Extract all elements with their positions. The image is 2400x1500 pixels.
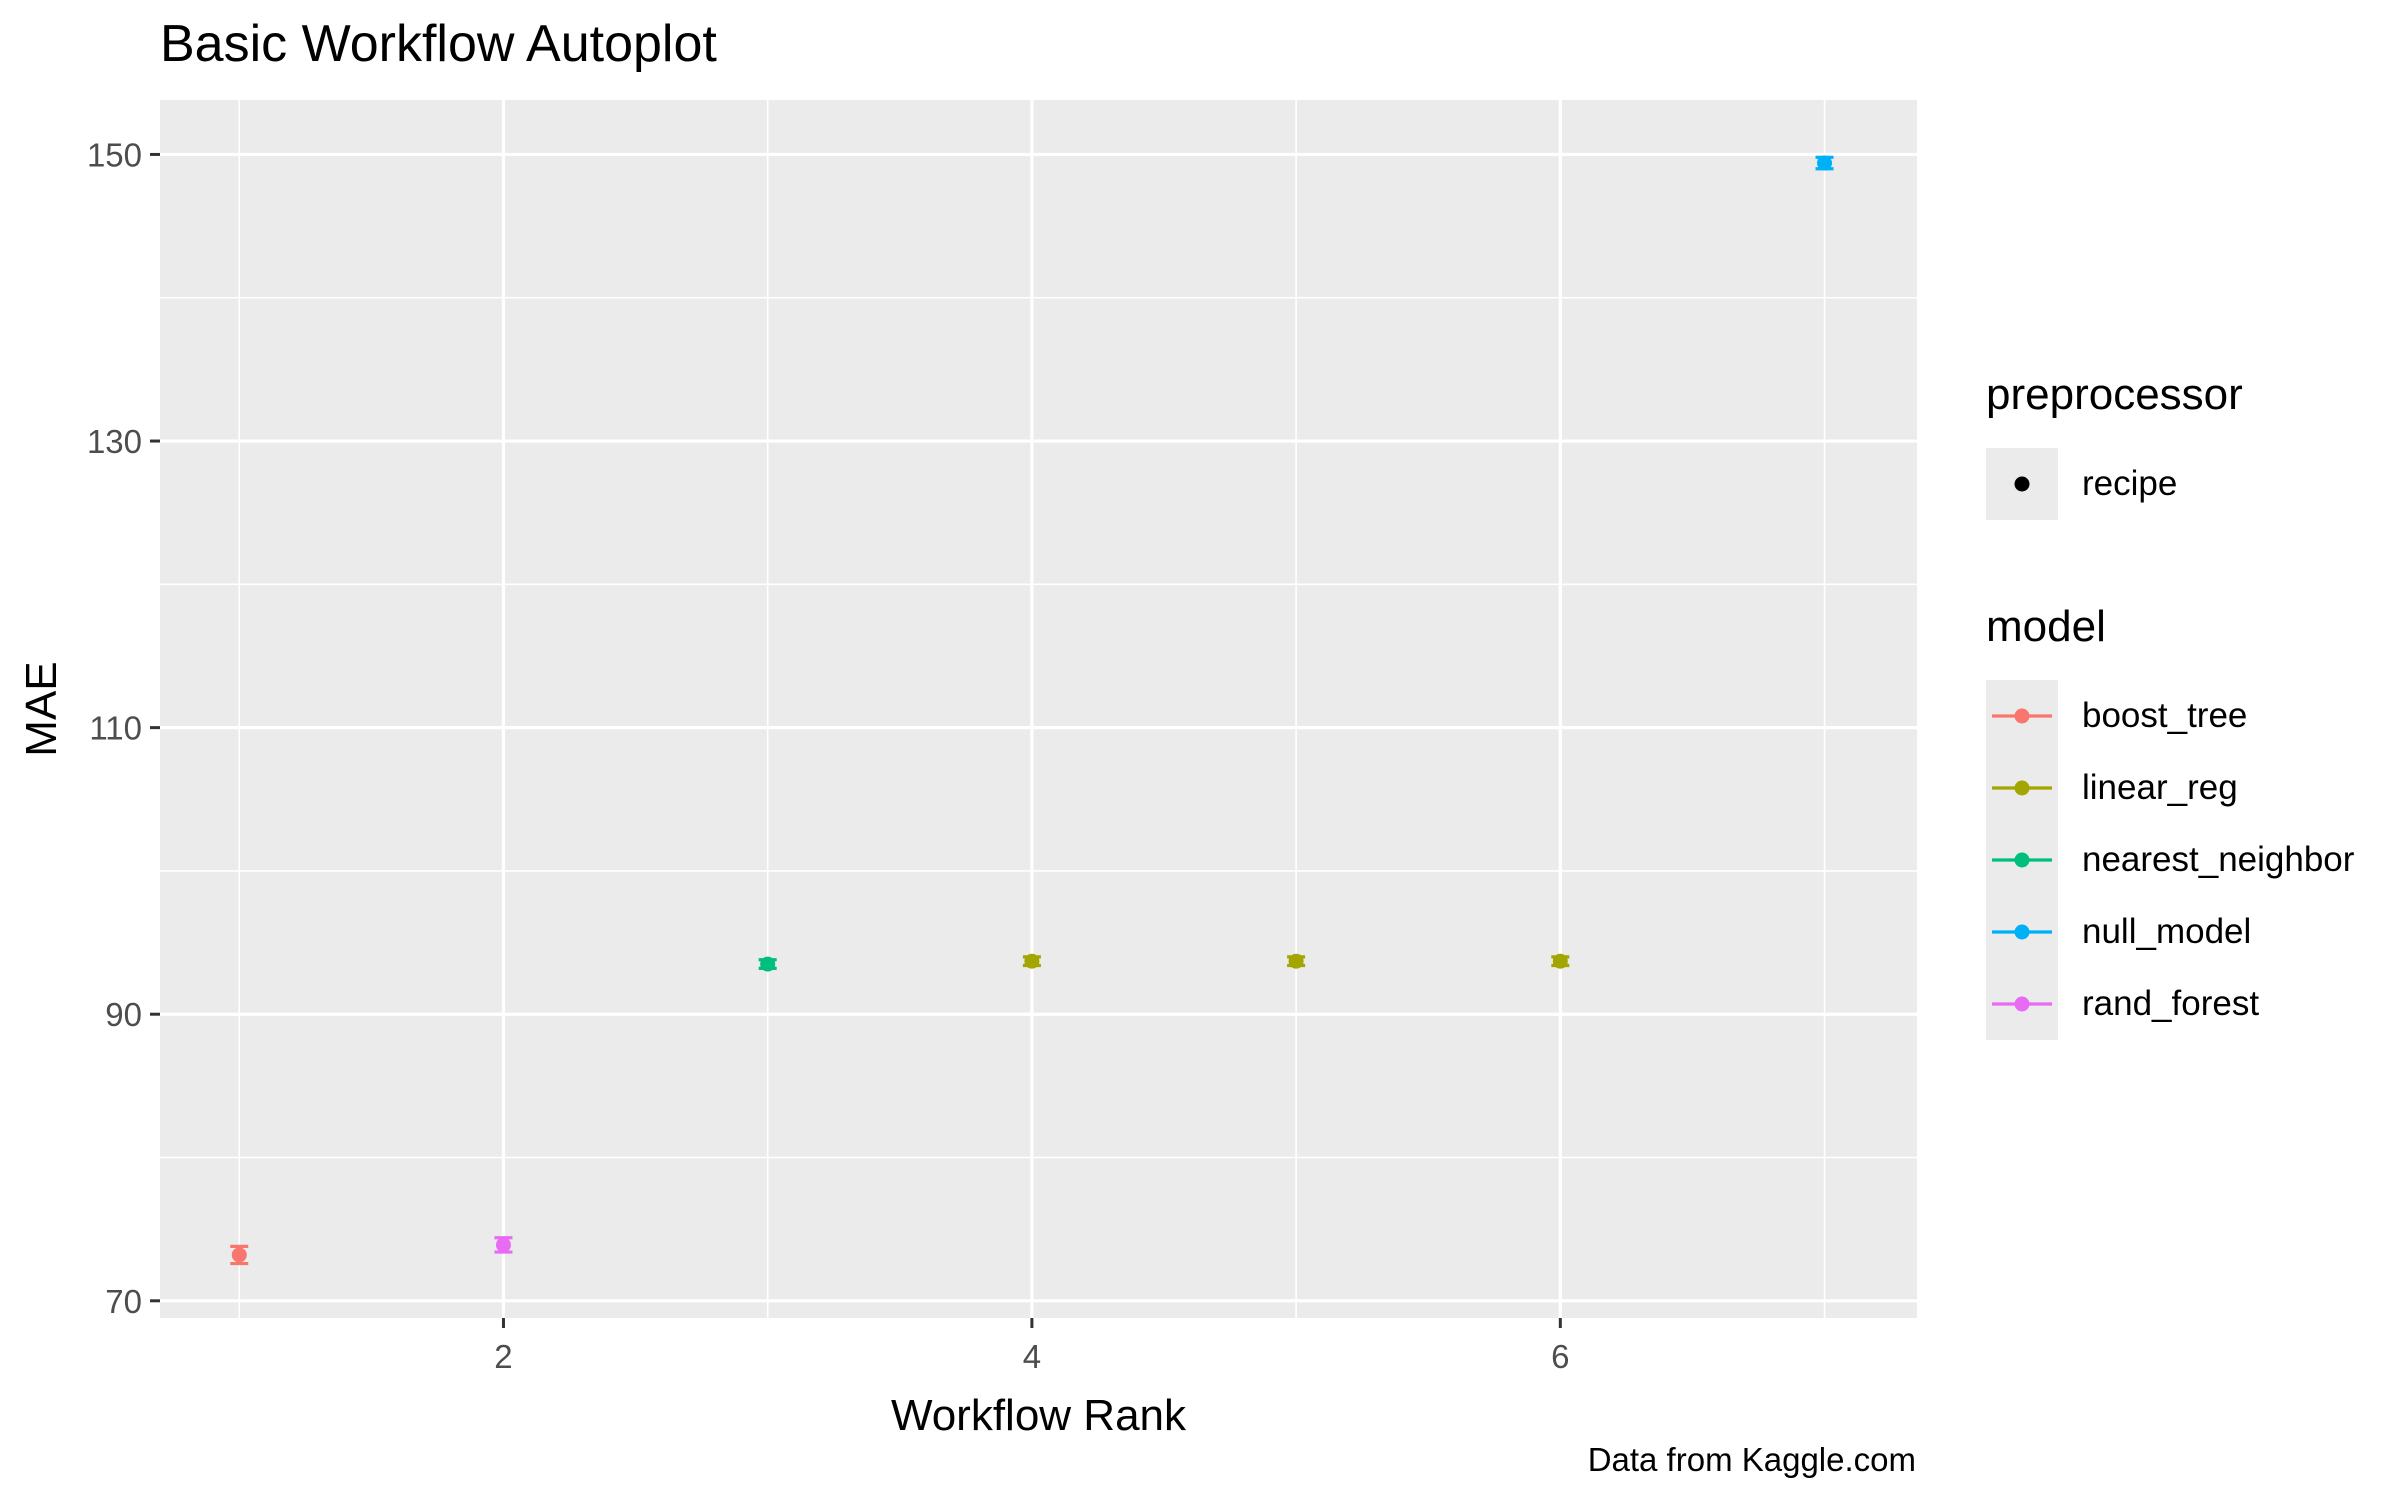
panel-background — [160, 100, 1917, 1318]
legend-key-point — [2014, 924, 2030, 940]
data-point — [1288, 953, 1304, 969]
legend-key-glyph — [1992, 852, 2052, 868]
legend-preprocessor-entries: recipe — [1986, 448, 2396, 528]
legend-title-preprocessor: preprocessor — [1986, 370, 2243, 419]
legend-key-point — [2014, 996, 2030, 1012]
legend-item-rand_forest: rand_forest — [1986, 968, 2400, 1040]
legend-key-glyph — [1992, 924, 2052, 940]
legend-key-point — [2014, 476, 2030, 492]
legend-item-linear_reg: linear_reg — [1986, 752, 2400, 824]
legend-key-glyph — [1992, 996, 2052, 1012]
data-point-boost_tree-rank-1 — [230, 1244, 249, 1266]
legend-label: boost_tree — [2082, 696, 2248, 735]
legend-key-line-point — [1986, 824, 2058, 896]
data-point — [760, 956, 776, 972]
data-point — [231, 1247, 247, 1263]
legend-label: nearest_neighbor — [2082, 840, 2355, 879]
legend-key-point — [2014, 852, 2030, 868]
x-tick-label: 2 — [494, 1338, 512, 1375]
y-tick-label: 110 — [89, 710, 142, 747]
data-point-linear_reg-rank-6 — [1551, 953, 1570, 969]
data-point — [1552, 953, 1568, 969]
legend-key-line-point — [1986, 968, 2058, 1040]
legend-key-glyph — [2014, 476, 2030, 492]
chart-caption: Data from Kaggle.com — [1587, 1441, 1916, 1478]
legend-key-glyph — [1992, 708, 2052, 724]
y-axis-title: MAE — [17, 661, 66, 756]
y-tick-label: 150 — [87, 136, 142, 173]
legend-key-line-point — [1986, 896, 2058, 968]
data-point-linear_reg-rank-4 — [1022, 953, 1041, 969]
x-tick-label: 4 — [1023, 1338, 1041, 1375]
data-point — [1024, 953, 1040, 969]
legend-label: rand_forest — [2082, 984, 2260, 1023]
chart-title: Basic Workflow Autoplot — [160, 15, 717, 73]
legend-key-point — [2014, 708, 2030, 724]
data-point — [1817, 155, 1833, 171]
legend-item-null_model: null_model — [1986, 896, 2400, 968]
data-point-nearest_neighbor-rank-3 — [758, 956, 777, 972]
legend-item-nearest_neighbor: nearest_neighbor — [1986, 824, 2400, 896]
legend-item-boost_tree: boost_tree — [1986, 680, 2400, 752]
data-point — [495, 1237, 511, 1253]
legend-label: null_model — [2082, 912, 2252, 951]
legend-label: linear_reg — [2082, 768, 2238, 807]
legend-title-model: model — [1986, 602, 2106, 651]
data-point-null_model-rank-7 — [1815, 155, 1834, 171]
legend-label: recipe — [2082, 464, 2178, 503]
legend-key-line-point — [1986, 752, 2058, 824]
x-axis-title: Workflow Rank — [891, 1391, 1187, 1440]
legend-key-point — [1986, 448, 2058, 520]
legend-key-glyph — [1992, 780, 2052, 796]
data-point-linear_reg-rank-5 — [1287, 953, 1306, 969]
y-tick-label: 90 — [105, 996, 142, 1033]
y-tick-label: 70 — [105, 1283, 142, 1320]
y-tick-label: 130 — [87, 423, 142, 460]
legend-item-recipe: recipe — [1986, 448, 2400, 520]
legend-key-point — [2014, 780, 2030, 796]
x-tick-label: 6 — [1551, 1338, 1569, 1375]
data-point-rand_forest-rank-2 — [494, 1236, 513, 1254]
legend-key-line-point — [1986, 680, 2058, 752]
